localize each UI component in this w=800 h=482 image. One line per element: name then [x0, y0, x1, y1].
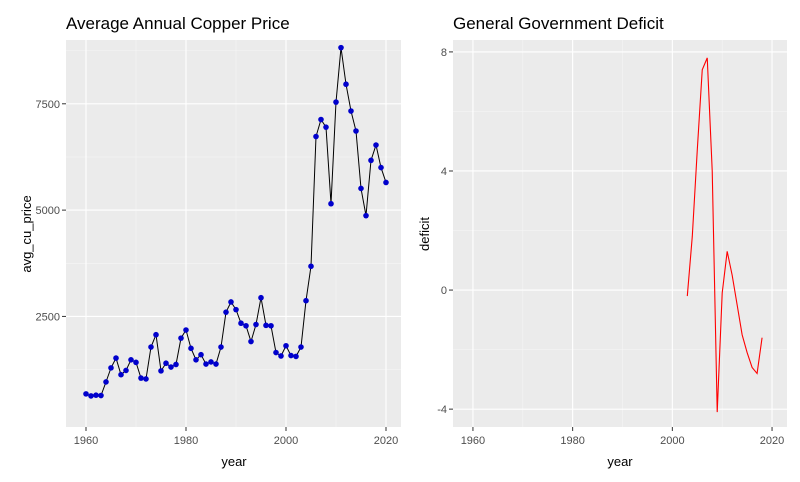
copper-plot-background	[66, 40, 401, 427]
copper-data-point	[143, 376, 149, 382]
copper-y-tick-label: 5000	[36, 205, 60, 217]
copper-data-point	[283, 342, 289, 349]
copper-data-point	[348, 108, 354, 114]
copper-data-point	[123, 367, 129, 374]
deficit-y-tick-label: 0	[441, 285, 447, 297]
deficit-x-tick-label: 2020	[760, 435, 784, 447]
copper-price-panel: Average Annual Copper Price 1960 1980 2000…	[19, 14, 401, 469]
deficit-series-line	[686, 57, 763, 413]
copper-data-point	[153, 331, 159, 338]
copper-x-axis-title: year	[221, 454, 247, 469]
copper-x-tick-label: 2000	[274, 435, 298, 447]
deficit-panel: General Government Deficit 1960 1980 2000 2…	[417, 14, 787, 469]
copper-data-point	[318, 116, 324, 123]
copper-data-point	[293, 353, 299, 360]
copper-data-point	[103, 379, 109, 385]
copper-data-point	[193, 357, 199, 363]
copper-data-point	[208, 359, 214, 365]
copper-data-point	[368, 157, 374, 164]
copper-data-point	[353, 128, 359, 134]
copper-data-point	[338, 44, 344, 51]
copper-data-point	[253, 321, 259, 328]
copper-data-point	[333, 99, 339, 105]
copper-x-tick-label: 1980	[174, 435, 198, 447]
deficit-y-tick-label: -4	[437, 404, 447, 416]
copper-data-point	[268, 322, 274, 329]
copper-data-point	[133, 359, 139, 366]
copper-data-point	[203, 361, 209, 367]
copper-data-point	[218, 344, 224, 350]
copper-y-tick-label: 2500	[36, 311, 60, 323]
copper-x-tick-label: 2020	[374, 435, 398, 447]
copper-data-point	[98, 392, 104, 399]
copper-data-point	[188, 345, 194, 352]
copper-data-point	[223, 309, 229, 315]
deficit-chart-title: General Government Deficit	[453, 14, 664, 33]
copper-data-point	[378, 164, 384, 171]
copper-data-point	[328, 200, 334, 207]
deficit-y-tick-label: 8	[441, 47, 447, 59]
copper-data-point	[128, 357, 134, 363]
copper-ticks: 1960 1980 2000 2020 2500 5000 7500	[36, 99, 399, 447]
copper-data-point	[168, 364, 174, 370]
copper-data-point	[163, 360, 169, 367]
copper-data-point	[173, 361, 179, 368]
copper-data-point	[313, 133, 319, 140]
copper-data-point	[148, 344, 154, 350]
copper-data-point	[258, 294, 264, 301]
deficit-gridlines	[453, 40, 787, 427]
deficit-y-axis-title: deficit	[417, 217, 432, 251]
deficit-ticks: 1960 1980 2000 2020 -4 0 4 8	[437, 47, 784, 447]
copper-chart-title: Average Annual Copper Price	[66, 14, 290, 33]
copper-data-point	[238, 320, 244, 327]
copper-data-point	[323, 124, 329, 130]
copper-data-point	[308, 263, 314, 270]
deficit-marks	[686, 57, 763, 413]
copper-data-point	[198, 351, 204, 358]
deficit-x-tick-label: 1960	[461, 435, 485, 447]
copper-data-point	[273, 349, 279, 356]
copper-data-point	[183, 327, 189, 333]
copper-data-point	[288, 352, 294, 359]
copper-data-point	[88, 393, 94, 399]
deficit-x-tick-label: 2000	[660, 435, 684, 447]
copper-gridlines	[66, 40, 401, 427]
copper-marks	[83, 44, 389, 399]
deficit-plot-background	[453, 40, 787, 427]
copper-data-point	[138, 375, 144, 381]
copper-data-point	[248, 338, 254, 345]
copper-data-point	[93, 392, 99, 398]
deficit-y-tick-label: 4	[441, 166, 447, 178]
copper-y-tick-label: 7500	[36, 99, 60, 111]
copper-data-point	[263, 322, 269, 329]
deficit-x-axis-title: year	[607, 454, 633, 469]
copper-data-point	[158, 368, 164, 374]
copper-data-point	[228, 299, 234, 305]
copper-data-point	[113, 355, 119, 361]
copper-data-point	[213, 361, 219, 367]
copper-data-point	[233, 306, 239, 313]
copper-data-point	[383, 179, 389, 186]
copper-data-point	[343, 81, 349, 88]
copper-data-point	[243, 322, 249, 329]
copper-data-point	[373, 142, 379, 148]
copper-data-point	[358, 185, 364, 192]
copper-data-point	[303, 297, 309, 304]
copper-x-tick-label: 1960	[74, 435, 98, 447]
copper-data-point	[278, 353, 284, 359]
copper-data-point	[83, 391, 89, 397]
copper-data-point	[298, 344, 304, 350]
copper-data-point	[178, 335, 184, 341]
copper-y-axis-title: avg_cu_price	[19, 195, 34, 272]
copper-data-point	[118, 371, 124, 378]
copper-data-point	[363, 212, 369, 219]
deficit-x-tick-label: 1980	[560, 435, 584, 447]
copper-data-point	[108, 365, 114, 371]
